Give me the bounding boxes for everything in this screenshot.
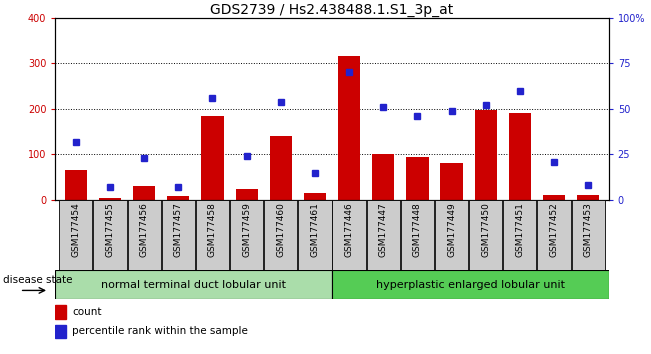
Bar (55, 305, 66, 319)
FancyBboxPatch shape (333, 200, 366, 271)
Text: disease state: disease state (3, 275, 73, 285)
Bar (577, 195, 600, 200)
Text: GSM177456: GSM177456 (140, 202, 148, 257)
Text: GSM177460: GSM177460 (276, 202, 285, 257)
Bar (236, 189, 258, 200)
Bar (332, 270, 609, 299)
Text: hyperplastic enlarged lobular unit: hyperplastic enlarged lobular unit (376, 280, 565, 290)
FancyBboxPatch shape (161, 200, 195, 271)
Text: GSM177459: GSM177459 (242, 202, 251, 257)
Text: GSM177457: GSM177457 (174, 202, 183, 257)
Bar (167, 196, 189, 200)
Text: GSM177451: GSM177451 (516, 202, 524, 257)
Text: GSM177452: GSM177452 (549, 202, 559, 257)
Text: GSM177446: GSM177446 (344, 202, 353, 257)
FancyBboxPatch shape (128, 200, 161, 271)
FancyBboxPatch shape (264, 200, 298, 271)
FancyBboxPatch shape (59, 200, 92, 271)
Bar (55, 270, 332, 299)
Text: GSM177449: GSM177449 (447, 202, 456, 257)
Bar (441, 162, 463, 200)
FancyBboxPatch shape (367, 200, 400, 271)
FancyBboxPatch shape (196, 200, 229, 271)
Bar (372, 154, 395, 200)
Bar (338, 56, 360, 200)
FancyBboxPatch shape (298, 200, 331, 271)
Text: GSM177455: GSM177455 (105, 202, 115, 257)
FancyBboxPatch shape (469, 200, 503, 271)
FancyBboxPatch shape (230, 200, 263, 271)
Text: GSM177453: GSM177453 (584, 202, 592, 257)
Text: GSM177454: GSM177454 (72, 202, 80, 257)
Text: percentile rank within the sample: percentile rank within the sample (72, 326, 248, 337)
Bar (99, 198, 121, 200)
Text: GSM177458: GSM177458 (208, 202, 217, 257)
Text: count: count (72, 307, 102, 317)
FancyBboxPatch shape (435, 200, 468, 271)
Text: GSM177461: GSM177461 (311, 202, 320, 257)
Title: GDS2739 / Hs2.438488.1.S1_3p_at: GDS2739 / Hs2.438488.1.S1_3p_at (210, 3, 454, 17)
Bar (406, 157, 428, 200)
FancyBboxPatch shape (93, 200, 126, 271)
Text: GSM177448: GSM177448 (413, 202, 422, 257)
Bar (133, 186, 155, 200)
Bar (304, 193, 326, 200)
Bar (201, 116, 223, 200)
FancyBboxPatch shape (572, 200, 605, 271)
Text: GSM177450: GSM177450 (481, 202, 490, 257)
Bar (475, 110, 497, 200)
Bar (509, 113, 531, 200)
FancyBboxPatch shape (401, 200, 434, 271)
Text: GSM177447: GSM177447 (379, 202, 388, 257)
Bar (64, 170, 87, 200)
Bar (543, 195, 565, 200)
Bar (270, 136, 292, 200)
FancyBboxPatch shape (503, 200, 536, 271)
Text: normal terminal duct lobular unit: normal terminal duct lobular unit (101, 280, 286, 290)
FancyBboxPatch shape (538, 200, 571, 271)
Bar (55, 325, 66, 338)
